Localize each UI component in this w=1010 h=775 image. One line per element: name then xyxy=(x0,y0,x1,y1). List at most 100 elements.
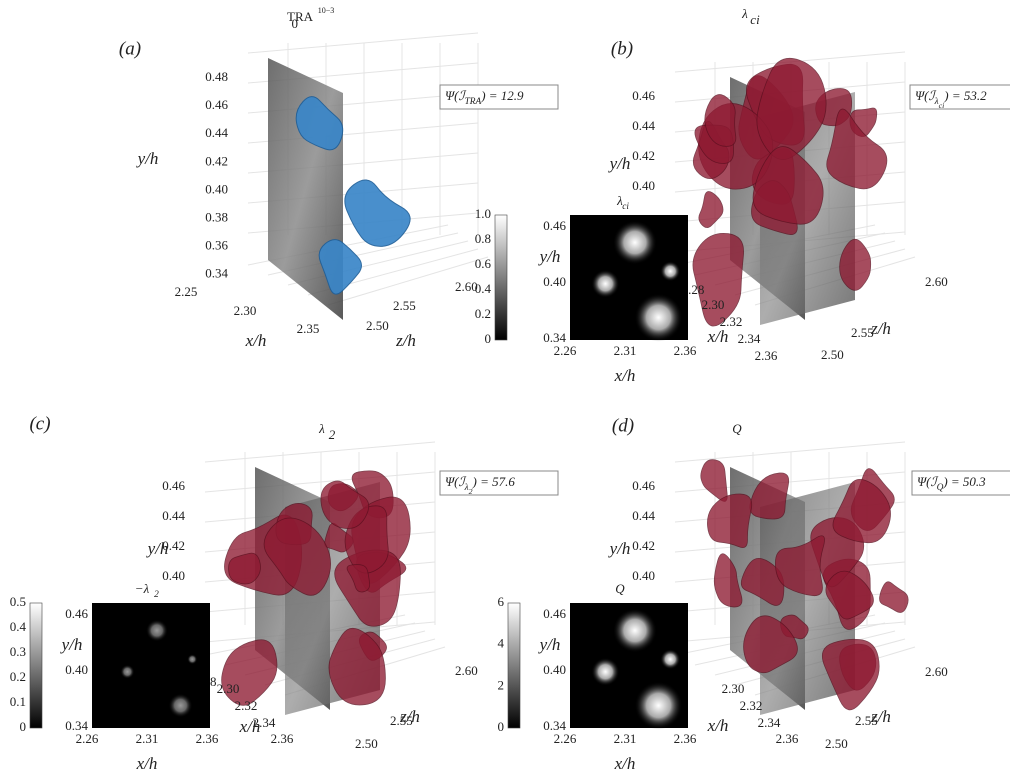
panel: (c)λ2Ψ(ℐλ2) = 57.60.460.440.420.40282.30… xyxy=(10,413,559,773)
inset-x-tick-label: 2.26 xyxy=(76,731,99,746)
y-tick-label: 0.36 xyxy=(205,238,228,253)
grid-line xyxy=(247,32,479,54)
y-tick-label: 0.48 xyxy=(205,69,228,84)
z-tick-label: 2.60 xyxy=(455,663,478,678)
x-axis-label: x/h xyxy=(707,716,729,735)
inset-spot xyxy=(591,269,620,298)
y-tick-label: 0.46 xyxy=(205,97,228,112)
y-tick-label: 0.44 xyxy=(205,125,228,140)
isosurface xyxy=(740,557,785,606)
z-tick-label: 2.50 xyxy=(355,736,378,751)
colorbar-tick-label: 0.2 xyxy=(475,306,491,321)
colorbar-tick-label: 1.0 xyxy=(475,206,491,221)
colorbar-tick-label: 0 xyxy=(498,719,505,734)
inset-x-tick-label: 2.26 xyxy=(554,731,577,746)
isosurface xyxy=(752,146,824,225)
inset-y-label: y/h xyxy=(60,635,83,654)
inset-title-part: 2 xyxy=(154,590,159,600)
psi-value-part: 2 xyxy=(469,487,473,496)
isosurface xyxy=(698,191,724,228)
y-tick-label: 0.34 xyxy=(205,266,228,281)
isosurface xyxy=(826,108,888,190)
psi-value-part: TRA xyxy=(465,97,482,107)
grid-line xyxy=(674,441,906,463)
isosurface xyxy=(320,480,370,529)
panel-title-sub: 2 xyxy=(329,427,336,442)
z-axis-label: z/h xyxy=(870,319,891,338)
y-tick-label: 0.40 xyxy=(632,568,655,583)
z-tick-label: 2.50 xyxy=(825,736,848,751)
x-tick-label: 2.32 xyxy=(720,314,743,329)
psi-value: Ψ(ℐλ2) = 57.6 xyxy=(445,474,515,496)
panel-title: λ xyxy=(318,421,325,436)
z-tick-label: 2.50 xyxy=(366,318,389,333)
isosurface xyxy=(700,459,728,502)
z-tick-label: 2.55 xyxy=(393,298,416,313)
inset-x-tick-label: 2.36 xyxy=(196,731,219,746)
grid-line xyxy=(204,471,436,493)
inset-title-part: −λ xyxy=(135,581,150,596)
z-tick-label: 2.50 xyxy=(821,347,844,362)
x-tick-label: 2.34 xyxy=(758,715,781,730)
y-axis-label: y/h xyxy=(608,539,631,558)
psi-value-part: ) = 50.3 xyxy=(942,474,986,489)
psi-value-part: ) = 53.2 xyxy=(943,88,987,103)
panel-label: (b) xyxy=(611,38,633,59)
inset-title: Q xyxy=(615,581,625,596)
inset-spot xyxy=(634,293,683,342)
isosurface xyxy=(692,232,744,327)
y-tick-label: 0.42 xyxy=(162,538,185,553)
inset-spot xyxy=(168,693,193,718)
x-tick-label: 2.30 xyxy=(234,303,257,318)
psi-box xyxy=(439,84,559,110)
inset-spot xyxy=(145,619,168,642)
psi-value: Ψ(ℐQ) = 50.3 xyxy=(917,474,986,493)
inset-spot xyxy=(634,681,683,730)
colorbar-tick-label: 0.2 xyxy=(10,669,26,684)
x-tick-label: 2.30 xyxy=(722,681,745,696)
isosurface xyxy=(822,638,880,711)
inset-spot xyxy=(660,261,681,282)
x-tick-label: 2.32 xyxy=(740,698,763,713)
colorbar-tick-label: 0 xyxy=(485,331,492,346)
x-tick-label: 2.35 xyxy=(297,321,320,336)
inset-x-label: x/h xyxy=(614,754,636,773)
psi-value-part: λ xyxy=(934,97,939,107)
inset-y-tick-label: 0.46 xyxy=(543,606,566,621)
isosurface xyxy=(756,57,827,160)
isosurface xyxy=(346,564,371,593)
psi-value-part: ) = 57.6 xyxy=(472,474,516,489)
y-tick-label: 0.40 xyxy=(162,568,185,583)
panel-title-part: λ xyxy=(318,421,325,436)
psi-value-part: ) = 12.9 xyxy=(480,88,524,103)
inset-spot xyxy=(660,649,681,670)
y-tick-label: 0.46 xyxy=(162,478,185,493)
y-tick-label: 0.46 xyxy=(632,478,655,493)
isosurface xyxy=(825,570,874,620)
panel-label: (a) xyxy=(119,38,141,59)
panel-title: Q xyxy=(732,421,742,436)
colorbar-tick-label: 0 xyxy=(20,719,27,734)
isosurface xyxy=(704,94,737,147)
inset-y-label: y/h xyxy=(538,247,561,266)
panel: (d) QΨ(ℐQ) = 50.30.460.440.420.402.302.32… xyxy=(498,415,1010,773)
psi-value-part: Ψ(ℐ xyxy=(915,88,936,103)
inset-y-tick-label: 0.40 xyxy=(543,274,566,289)
z-axis-label: z/h xyxy=(395,331,416,350)
isosurface xyxy=(743,615,798,674)
inset-y-tick-label: 0.46 xyxy=(65,606,88,621)
x-tick-label: 2.36 xyxy=(271,731,294,746)
inset-y-tick-label: 0.40 xyxy=(543,662,566,677)
colorbar xyxy=(29,602,43,729)
inset-y-tick-label: 0.34 xyxy=(65,718,88,733)
y-tick-label: 0.44 xyxy=(162,508,185,523)
psi-box xyxy=(909,84,1010,110)
panel-title-sub: ci xyxy=(750,12,760,27)
isosurface xyxy=(228,552,261,585)
z-axis-label: z/h xyxy=(870,707,891,726)
inset-x-label: x/h xyxy=(136,754,158,773)
panel: (a)TRA 10−30Ψ(ℐTRA) = 12.90.480.460.440.4… xyxy=(119,6,559,350)
isosurface xyxy=(707,493,753,549)
inset-spot xyxy=(612,220,657,265)
inset-spot xyxy=(120,664,135,679)
